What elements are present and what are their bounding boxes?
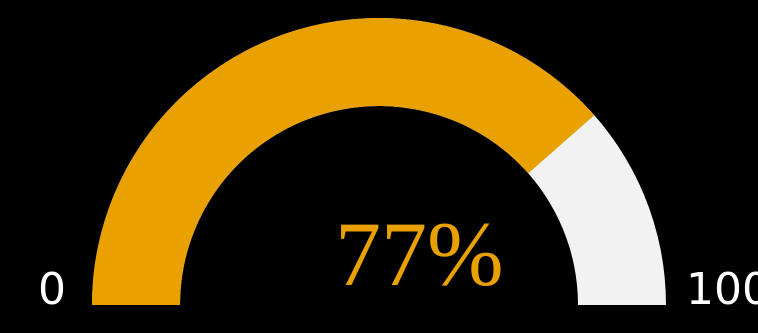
gauge-max-label: 100 (686, 264, 758, 315)
gauge-value-label: 77% (335, 203, 504, 305)
gauge-value-arc (92, 18, 595, 306)
gauge-min-label: 0 (38, 264, 66, 315)
